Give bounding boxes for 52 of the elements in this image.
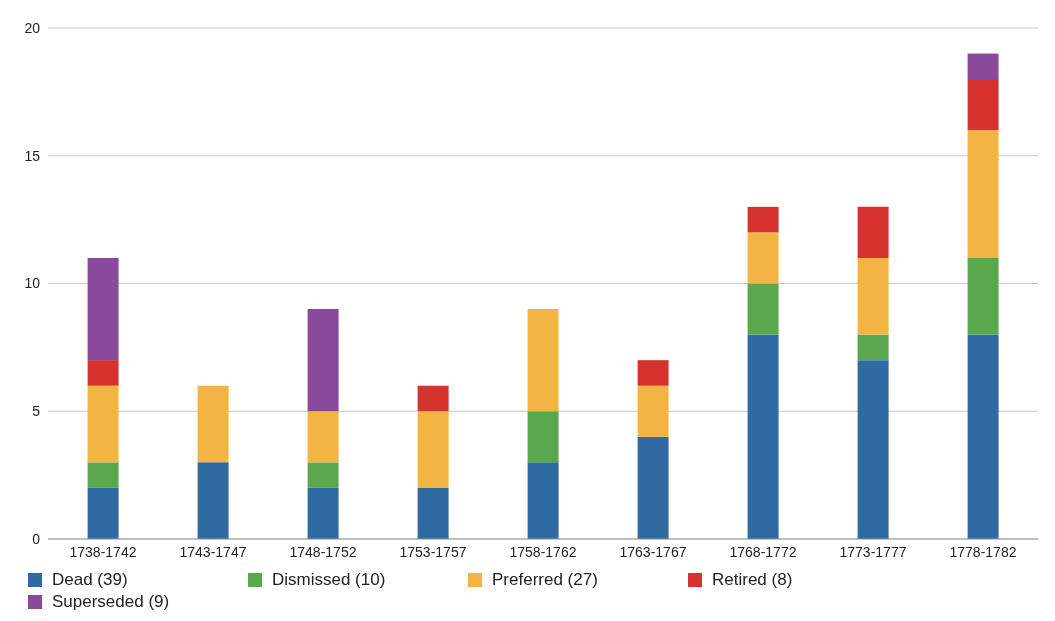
bar: [527, 462, 559, 539]
bar: [857, 334, 889, 361]
bar: [637, 436, 669, 539]
x-tick-label: 1753-1757: [399, 543, 467, 560]
bar: [637, 385, 669, 437]
y-tick-label: 20: [24, 19, 41, 36]
y-tick-label: 0: [32, 530, 41, 547]
bar: [967, 53, 999, 80]
bar: [967, 334, 999, 539]
bar: [747, 232, 779, 284]
x-tick-label: 1768-1772: [729, 543, 797, 560]
bar: [527, 411, 559, 463]
bar: [417, 385, 449, 412]
x-tick-label: 1773-1777: [839, 543, 907, 560]
bar: [747, 283, 779, 335]
legend-label: Retired (8): [712, 570, 793, 590]
bar: [307, 309, 339, 412]
bar: [967, 257, 999, 335]
legend-label: Dead (39): [52, 570, 128, 590]
legend-label: Preferred (27): [492, 570, 598, 590]
bar: [87, 487, 119, 539]
bar: [417, 411, 449, 488]
x-tick-label: 1743-1747: [179, 543, 247, 560]
bar: [967, 130, 999, 258]
bar: [307, 487, 339, 539]
bar: [637, 360, 669, 386]
bar: [967, 79, 999, 131]
bar: [857, 206, 889, 258]
y-tick-label: 15: [24, 147, 41, 164]
bar: [197, 462, 229, 539]
y-tick-label: 10: [24, 275, 41, 292]
bar: [307, 411, 339, 463]
x-tick-label: 1738-1742: [69, 543, 137, 560]
x-tick-label: 1763-1767: [619, 543, 687, 560]
bar: [87, 462, 119, 488]
bar: [527, 309, 559, 412]
x-tick-label: 1778-1782: [949, 543, 1017, 560]
y-tick-label: 5: [32, 403, 41, 420]
bar: [87, 385, 119, 463]
bar: [417, 487, 449, 539]
bar: [87, 360, 119, 386]
bar: [857, 257, 889, 335]
bar: [747, 334, 779, 539]
bar: [747, 206, 779, 233]
bar: [857, 360, 889, 539]
bar: [87, 257, 119, 361]
x-tick-label: 1748-1752: [289, 543, 357, 560]
legend-label: Dismissed (10): [272, 570, 386, 590]
legend-label: Superseded (9): [52, 592, 170, 612]
bar: [307, 462, 339, 488]
bar: [197, 385, 229, 463]
x-tick-label: 1758-1762: [509, 543, 577, 560]
